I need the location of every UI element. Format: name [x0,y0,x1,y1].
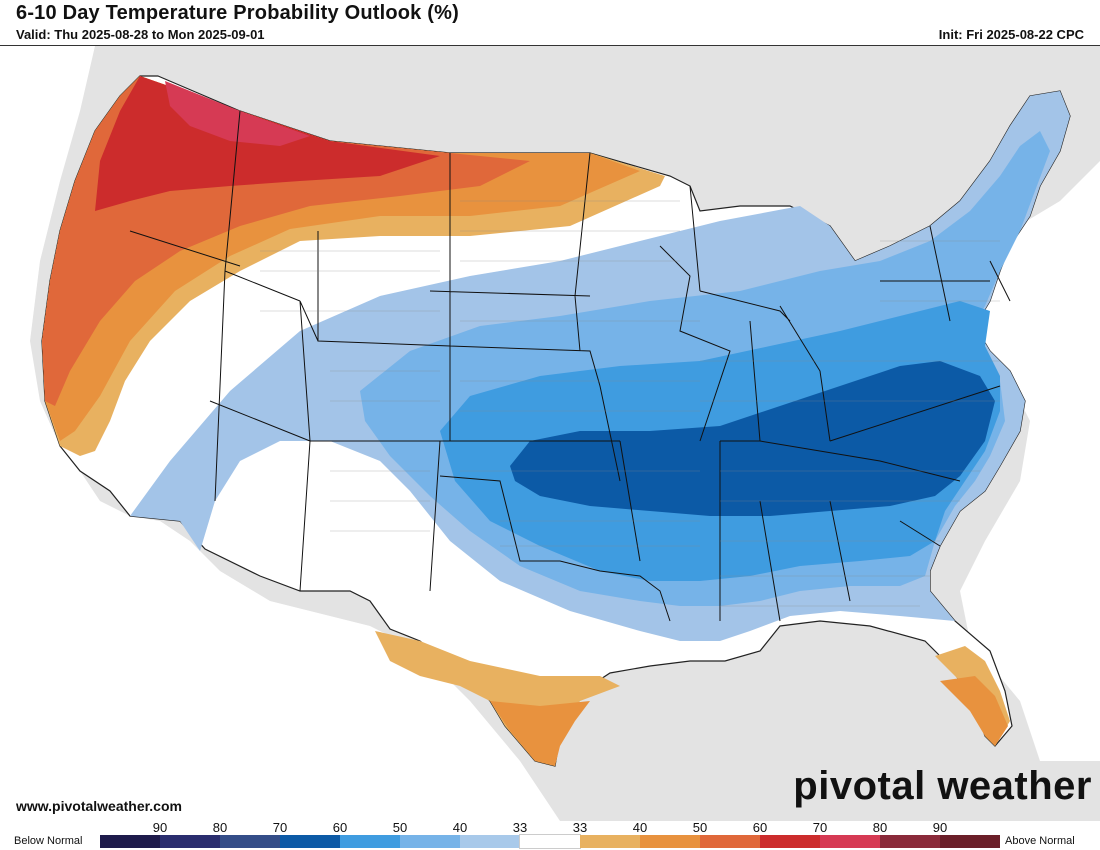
legend-swatch [460,835,520,848]
county-grid-west [260,250,440,532]
legend-swatch [580,835,640,848]
county-grid-central [460,200,700,547]
legend-tick-label: 40 [632,820,648,835]
legend-tick-label: 50 [692,820,708,835]
legend-tick-label: 50 [392,820,408,835]
legend-swatch [400,835,460,848]
legend-tick-label: 60 [752,820,768,835]
legend-swatch [160,835,220,848]
legend-swatch [220,835,280,848]
legend-swatch [640,835,700,848]
map-canvas [0,46,1100,821]
state-boundaries [129,110,1011,622]
legend-tick-label: 60 [332,820,348,835]
legend-tick-label: 33 [572,820,588,835]
probability-shading [42,76,1070,766]
legend-swatch [760,835,820,848]
map-header: 6-10 Day Temperature Probability Outlook… [0,0,1100,45]
county-boundaries [260,200,1000,607]
above-40-florida [940,676,1008,746]
legend-tick-label: 70 [812,820,828,835]
central-states [429,152,731,622]
county-grid-east [700,240,1000,607]
site-url[interactable]: www.pivotalweather.com [16,798,182,814]
legend-tick-label: 80 [212,820,228,835]
below-60-band [510,361,995,516]
legend-swatch [519,834,581,849]
valid-period: Valid: Thu 2025-08-28 to Mon 2025-09-01 [16,27,265,42]
map-title: 6-10 Day Temperature Probability Outlook… [16,2,459,24]
probability-legend: Below Normal Above Normal 90 80 70 60 50 40 33… [0,820,1100,850]
legend-swatch [880,835,940,848]
above-40-texas [490,701,590,766]
legend-tick-label: 40 [452,820,468,835]
above-70-northwest [165,81,310,146]
legend-swatch [700,835,760,848]
outlook-map[interactable] [0,45,1100,821]
legend-swatch [340,835,400,848]
legend-above-label: Above Normal [1005,835,1075,847]
legend-swatch [100,835,160,848]
legend-tick-label: 70 [272,820,288,835]
legend-tick-label: 90 [152,820,168,835]
legend-swatch [280,835,340,848]
legend-tick-label: 80 [872,820,888,835]
init-time: Init: Fri 2025-08-22 CPC [938,27,1084,42]
legend-swatch [820,835,880,848]
legend-tick-label: 90 [932,820,948,835]
legend-tick-label: 33 [512,820,528,835]
east-states [689,185,1011,622]
legend-swatch [940,835,1000,848]
legend-below-label: Below Normal [14,835,83,847]
brand-logo: pivotal weather [793,764,1092,808]
